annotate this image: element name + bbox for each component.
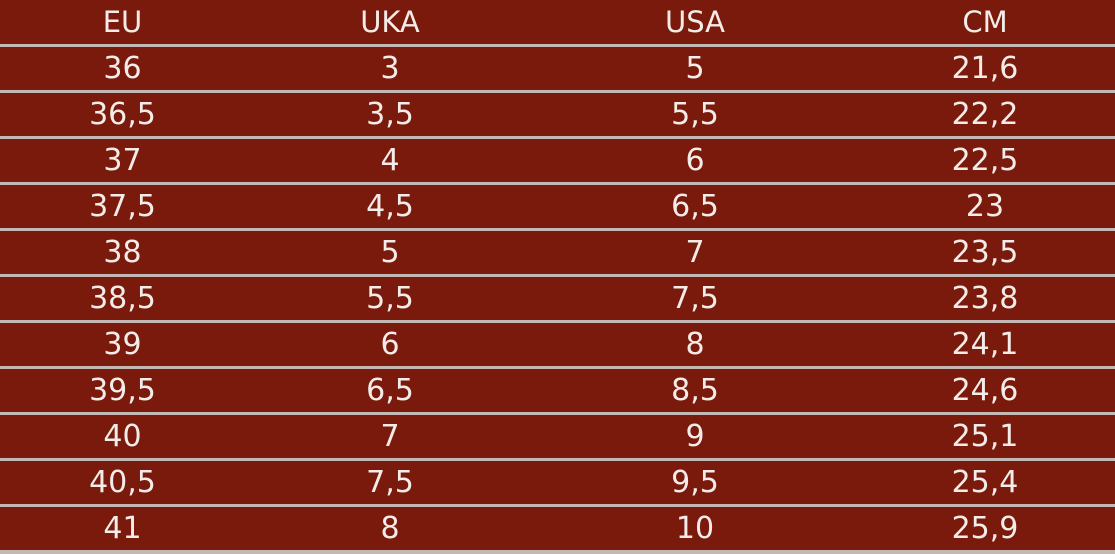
- cell-usa: 6,5: [671, 189, 719, 224]
- table-row: 38 5 7 23,5: [0, 231, 1115, 274]
- cell-cm: 22,5: [951, 143, 1019, 178]
- table-row: 39,5 6,5 8,5 24,6: [0, 369, 1115, 412]
- cell-usa: 7,5: [671, 281, 719, 316]
- cell-cm: 25,9: [951, 511, 1019, 546]
- cell-eu: 37,5: [89, 189, 156, 224]
- cell-usa: 5,5: [671, 97, 719, 132]
- cell-uka: 5: [380, 235, 400, 270]
- header-cm: CM: [962, 5, 1008, 39]
- table-row: 37 4 6 22,5: [0, 139, 1115, 182]
- table-row: 36 3 5 21,6: [0, 47, 1115, 90]
- cell-uka: 5,5: [366, 281, 414, 316]
- cell-eu: 38: [103, 235, 142, 270]
- cell-cm: 21,6: [951, 51, 1019, 86]
- cell-usa: 5: [685, 51, 705, 86]
- table-row: 36,5 3,5 5,5 22,2: [0, 93, 1115, 136]
- cell-uka: 6: [380, 327, 400, 362]
- cell-uka: 3: [380, 51, 400, 86]
- cell-uka: 4: [380, 143, 400, 178]
- cell-eu: 36,5: [89, 97, 156, 132]
- cell-cm: 24,6: [951, 373, 1019, 408]
- cell-cm: 25,4: [951, 465, 1019, 500]
- cell-usa: 9: [685, 419, 705, 454]
- cell-cm: 23: [965, 189, 1005, 224]
- cell-eu: 38,5: [89, 281, 156, 316]
- cell-eu: 36: [103, 51, 142, 86]
- cell-usa: 9,5: [671, 465, 719, 500]
- cell-eu: 41: [103, 511, 142, 546]
- cell-cm: 23,5: [951, 235, 1019, 270]
- cell-usa: 8: [685, 327, 705, 362]
- table-row: 39 6 8 24,1: [0, 323, 1115, 366]
- cell-uka: 3,5: [366, 97, 414, 132]
- cell-uka: 6,5: [366, 373, 414, 408]
- header-uka: UKA: [360, 5, 420, 39]
- cell-uka: 7,5: [366, 465, 414, 500]
- cell-cm: 23,8: [951, 281, 1019, 316]
- cell-eu: 39: [103, 327, 142, 362]
- cell-uka: 4,5: [366, 189, 414, 224]
- table-row: 37,5 4,5 6,5 23: [0, 185, 1115, 228]
- cell-eu: 40,5: [89, 465, 156, 500]
- cell-cm: 25,1: [951, 419, 1019, 454]
- cell-cm: 22,2: [951, 97, 1019, 132]
- table-row: 38,5 5,5 7,5 23,8: [0, 277, 1115, 320]
- cell-eu: 39,5: [89, 373, 156, 408]
- table-row: 40 7 9 25,1: [0, 415, 1115, 458]
- cell-uka: 8: [380, 511, 400, 546]
- cell-usa: 7: [685, 235, 705, 270]
- table-row: 40,5 7,5 9,5 25,4: [0, 461, 1115, 504]
- cell-usa: 10: [675, 511, 715, 546]
- table-row: 41 8 10 25,9: [0, 507, 1115, 550]
- header-eu: EU: [102, 5, 143, 39]
- cell-eu: 40: [103, 419, 142, 454]
- cell-eu: 37: [103, 143, 142, 178]
- table-header-row: EU UKA USA CM: [0, 0, 1115, 44]
- cell-usa: 6: [685, 143, 705, 178]
- cell-cm: 24,1: [951, 327, 1019, 362]
- cell-uka: 7: [380, 419, 400, 454]
- header-usa: USA: [664, 5, 725, 39]
- cell-usa: 8,5: [671, 373, 719, 408]
